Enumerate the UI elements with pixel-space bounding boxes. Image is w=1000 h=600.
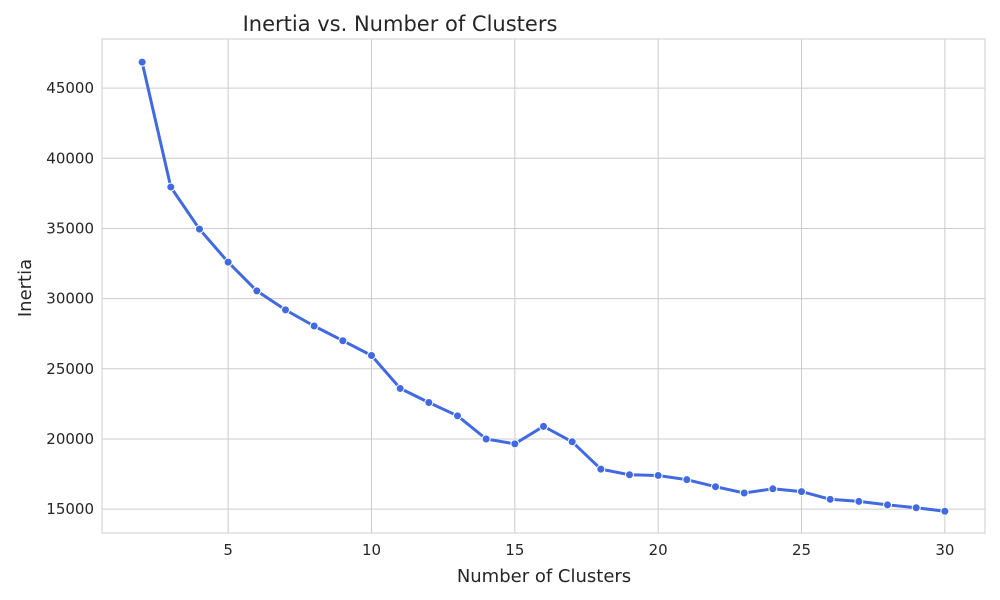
data-point bbox=[539, 421, 548, 431]
y-tick-label: 25000 bbox=[46, 360, 94, 378]
x-axis-label: Number of Clusters bbox=[457, 566, 631, 587]
data-point bbox=[395, 383, 405, 393]
data-point bbox=[424, 397, 434, 407]
data-point bbox=[137, 57, 147, 67]
x-axis-ticks: 5 10 15 20 25 30 bbox=[223, 541, 954, 559]
data-point bbox=[854, 496, 864, 506]
y-axis-ticks: 15000 20000 25000 30000 35000 40000 45000 bbox=[46, 79, 94, 518]
x-tick-label: 30 bbox=[935, 541, 954, 559]
data-point bbox=[596, 464, 606, 474]
data-point bbox=[711, 482, 721, 492]
data-point bbox=[452, 411, 462, 421]
y-tick-label: 15000 bbox=[46, 500, 94, 518]
y-axis-label: Inertia bbox=[15, 259, 36, 317]
data-point bbox=[166, 182, 176, 192]
data-point bbox=[653, 470, 663, 480]
y-tick-label: 20000 bbox=[46, 430, 94, 448]
data-point bbox=[338, 336, 348, 346]
y-tick-label: 30000 bbox=[46, 290, 94, 308]
data-point bbox=[481, 434, 491, 444]
y-tick-label: 35000 bbox=[46, 219, 94, 237]
data-point bbox=[366, 350, 376, 360]
y-tick-label: 45000 bbox=[46, 79, 94, 97]
x-tick-label: 20 bbox=[649, 541, 668, 559]
chart-title: Inertia vs. Number of Clusters bbox=[243, 12, 558, 36]
series-group bbox=[137, 57, 950, 516]
data-point bbox=[940, 506, 950, 516]
x-tick-label: 5 bbox=[223, 541, 233, 559]
x-tick-label: 15 bbox=[505, 541, 524, 559]
data-point bbox=[883, 500, 893, 510]
data-point bbox=[797, 487, 807, 497]
data-point bbox=[194, 224, 204, 234]
data-point bbox=[567, 437, 577, 447]
y-tick-label: 40000 bbox=[46, 149, 94, 167]
data-point bbox=[252, 286, 262, 296]
data-point bbox=[309, 321, 319, 331]
grid bbox=[102, 39, 985, 533]
x-tick-label: 25 bbox=[792, 541, 811, 559]
data-point bbox=[510, 439, 520, 449]
data-point bbox=[682, 475, 692, 485]
data-point bbox=[768, 484, 778, 494]
data-point bbox=[825, 494, 835, 504]
x-tick-label: 10 bbox=[362, 541, 381, 559]
data-point bbox=[911, 503, 921, 513]
plot-area bbox=[101, 38, 986, 534]
data-point bbox=[280, 305, 290, 315]
data-point bbox=[625, 470, 635, 480]
data-point bbox=[223, 257, 233, 267]
data-point bbox=[739, 488, 749, 498]
